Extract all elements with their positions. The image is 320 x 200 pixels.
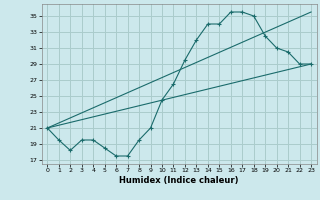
X-axis label: Humidex (Indice chaleur): Humidex (Indice chaleur) [119,176,239,185]
